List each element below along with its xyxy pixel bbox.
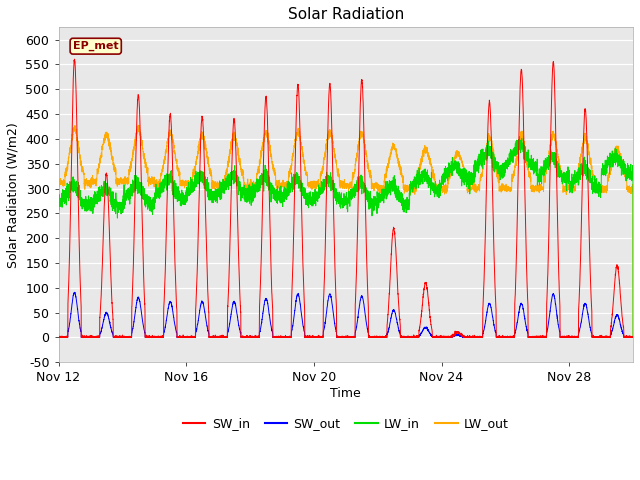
LW_out	[157, 170, 165, 176]
SW_out	[158, 335, 166, 340]
Y-axis label: Solar Radiation (W/m2): Solar Radiation (W/m2)	[7, 122, 20, 267]
LW_in	[623, 171, 630, 177]
SW_out	[623, 335, 630, 340]
X-axis label: Time: Time	[330, 387, 361, 400]
SW_out	[629, 335, 637, 340]
SW_in	[78, 334, 86, 339]
LW_out	[54, 182, 62, 188]
LW_out	[134, 122, 142, 128]
LW_out	[623, 174, 630, 180]
Line: LW_out: LW_out	[58, 125, 633, 337]
LW_in	[629, 335, 637, 340]
Title: Solar Radiation: Solar Radiation	[287, 7, 404, 22]
SW_out	[54, 335, 62, 340]
Line: SW_out: SW_out	[58, 292, 633, 337]
LW_out	[161, 154, 169, 159]
SW_in	[161, 278, 169, 284]
LW_in	[396, 193, 404, 199]
SW_out	[78, 334, 86, 340]
LW_out	[397, 171, 404, 177]
SW_out	[55, 335, 63, 340]
LW_out	[629, 335, 637, 340]
Legend: SW_in, SW_out, LW_in, LW_out: SW_in, SW_out, LW_in, LW_out	[178, 412, 514, 435]
SW_in	[623, 335, 630, 340]
SW_out	[248, 335, 255, 340]
Text: EP_met: EP_met	[73, 41, 118, 51]
SW_out	[161, 326, 169, 332]
SW_in	[71, 56, 79, 62]
SW_out	[397, 334, 404, 340]
LW_in	[78, 196, 86, 202]
SW_in	[55, 335, 63, 340]
SW_out	[71, 289, 79, 295]
Line: SW_in: SW_in	[58, 59, 633, 337]
SW_in	[629, 335, 637, 340]
LW_out	[248, 183, 255, 189]
SW_in	[158, 335, 166, 340]
LW_out	[78, 163, 86, 169]
LW_in	[54, 201, 62, 206]
Line: LW_in: LW_in	[58, 137, 633, 337]
LW_in	[247, 203, 255, 208]
LW_in	[161, 183, 168, 189]
LW_in	[516, 134, 524, 140]
SW_in	[397, 335, 404, 340]
SW_in	[248, 335, 255, 340]
SW_in	[54, 334, 62, 340]
LW_in	[157, 182, 165, 188]
